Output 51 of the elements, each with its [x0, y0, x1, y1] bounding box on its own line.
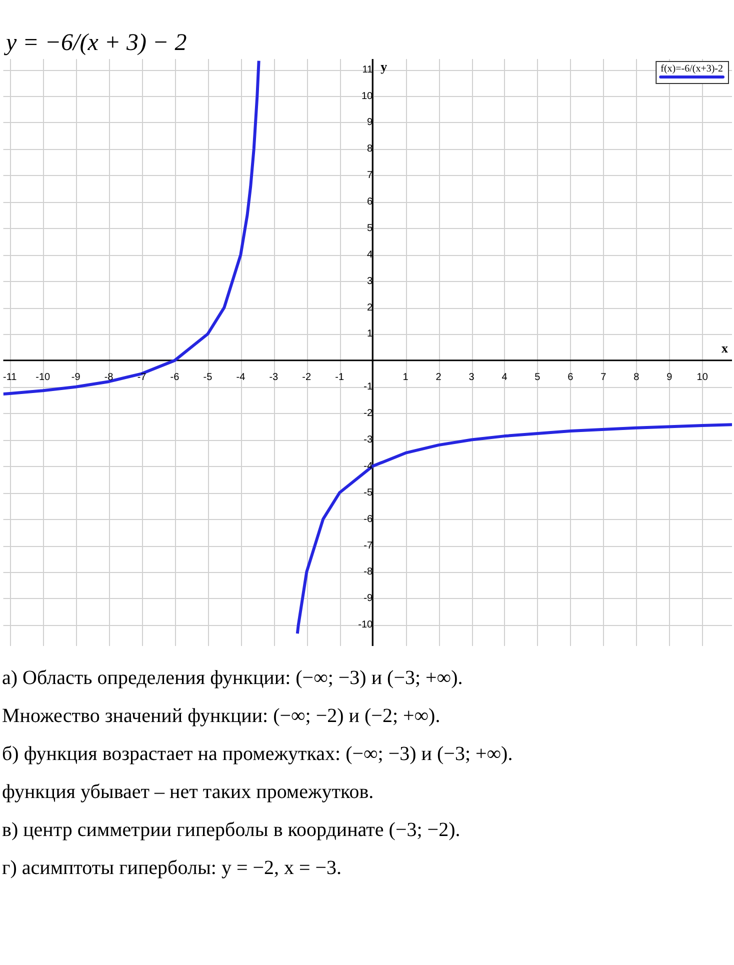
y-tick-label: 6 — [367, 196, 374, 208]
y-tick-label: 1 — [367, 328, 374, 340]
text: в) центр симметрии гиперболы в координате (−3; −2). — [2, 818, 462, 843]
y-tick-label: 9 — [367, 117, 374, 128]
x-tick-label: -3 — [269, 372, 279, 384]
y-tick-label: -9 — [364, 593, 374, 604]
y-tick-label: -1 — [364, 382, 374, 393]
x-tick-label: -6 — [170, 372, 180, 384]
y-tick-label: -6 — [364, 514, 374, 525]
x-tick-label: 7 — [600, 372, 607, 384]
text: а) Область определения функции: (−∞; −3) и (−3; +∞). — [2, 666, 464, 691]
x-tick-label: 9 — [666, 372, 673, 384]
y-tick-label: 11 — [362, 64, 374, 76]
x-axis-title: x — [722, 340, 728, 356]
text: Множество значений функции: (−∞; −2) и (−2; +∞). — [2, 704, 442, 729]
x-tick-label: 3 — [468, 372, 475, 384]
y-tick-label: -3 — [364, 434, 374, 446]
y-tick-label: -8 — [364, 566, 374, 578]
y-tick-label: 7 — [367, 170, 374, 182]
y-tick-label: 2 — [367, 302, 374, 314]
x-tick-label: 2 — [436, 372, 442, 384]
x-tick-label: 6 — [568, 372, 574, 384]
y-tick-label: 3 — [367, 276, 374, 287]
x-tick-label: -8 — [104, 372, 114, 384]
text: f(x)=-6/(x+3)-2 — [660, 64, 724, 75]
y-tick-label: -7 — [364, 540, 374, 552]
x-tick-label: -5 — [203, 372, 213, 384]
y-tick-label: -5 — [364, 487, 374, 498]
x-tick-label: 4 — [502, 372, 508, 384]
y-tick-label: 8 — [367, 144, 374, 155]
x-tick-label: -7 — [137, 372, 147, 384]
y-tick-label: 4 — [367, 249, 374, 260]
x-tick-label: 8 — [634, 372, 640, 384]
y-tick-label: -2 — [364, 408, 374, 420]
x-tick-label: -10 — [36, 372, 51, 384]
y-tick-label: 5 — [367, 222, 374, 234]
x-tick-label: -11 — [3, 372, 18, 384]
x-tick-label: -1 — [335, 372, 344, 384]
x-tick-label: 5 — [534, 372, 541, 384]
chart-title: y = −6/(x + 3) − 2 — [3, 29, 188, 56]
text: функция убывает – нет таких промежутков. — [2, 780, 375, 805]
x-tick-label: 10 — [696, 372, 708, 384]
text: б) функция возрастает на промежутках: (−∞; −3) и (−3; +∞). — [2, 742, 514, 767]
x-tick-label: -4 — [236, 372, 246, 384]
text: г) асимптоты гиперболы: y = −2, x = −3. — [2, 856, 343, 881]
y-tick-label: 10 — [361, 90, 374, 102]
y-tick-label: -10 — [358, 620, 374, 631]
x-tick-label: 1 — [402, 372, 409, 384]
x-tick-label: -9 — [71, 372, 81, 384]
x-tick-label: -2 — [302, 372, 312, 384]
y-axis-title: y — [380, 59, 388, 74]
